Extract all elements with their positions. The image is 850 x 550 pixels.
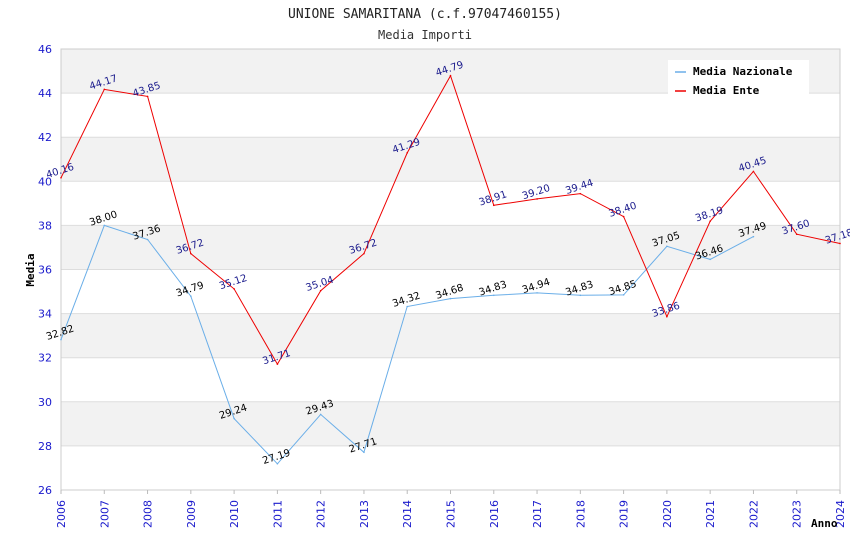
y-tick-label: 44 [38, 87, 52, 100]
data-point [319, 413, 322, 416]
y-axis-ticks: 26 28 30 32 34 36 38 40 42 44 46 [38, 43, 52, 497]
data-point [233, 417, 235, 420]
data-label: 38.91 [478, 189, 509, 208]
legend: Media Nazionale Media Ente [668, 60, 809, 98]
grid-lines [61, 48, 840, 491]
data-point [492, 294, 495, 297]
legend-box [668, 60, 809, 98]
grid-bands [61, 49, 840, 446]
y-tick-label: 30 [38, 396, 52, 409]
chart-title: UNIONE SAMARITANA (c.f.97047460155) [288, 7, 562, 22]
data-point [363, 451, 365, 454]
chart-subtitle: Media Importi [378, 28, 472, 42]
x-tick-label: 2008 [142, 500, 155, 528]
legend-label-ente: Media Ente [693, 84, 760, 97]
data-point [146, 95, 149, 98]
x-tick-label: 2011 [271, 500, 284, 528]
x-tick-label: 2022 [747, 500, 760, 528]
data-point [709, 220, 711, 223]
data-point [622, 215, 625, 218]
data-point [190, 295, 192, 297]
x-tick-label: 2023 [791, 500, 804, 528]
y-tick-label: 38 [38, 219, 52, 232]
data-label: 38.40 [608, 201, 639, 220]
x-tick-label: 2014 [401, 500, 414, 528]
x-axis-label: Anno [811, 517, 838, 530]
data-point [276, 363, 279, 365]
data-point [276, 462, 279, 465]
x-tick-label: 2013 [358, 500, 371, 528]
data-label: 35.12 [218, 273, 249, 292]
x-tick-label: 2010 [228, 500, 241, 528]
y-tick-label: 42 [38, 131, 52, 144]
data-point [536, 292, 538, 294]
data-point [406, 305, 409, 308]
x-tick-label: 2018 [574, 500, 587, 528]
x-tick-label: 2009 [185, 500, 198, 528]
grid-band [61, 313, 840, 358]
data-point [233, 288, 235, 290]
x-tick-label: 2015 [445, 500, 458, 528]
data-point [579, 294, 582, 297]
x-tick-label: 2020 [661, 500, 674, 528]
data-point [190, 252, 192, 255]
series-group [60, 74, 841, 465]
y-tick-label: 26 [38, 484, 52, 497]
data-point [406, 152, 409, 154]
y-tick-label: 32 [38, 352, 52, 365]
data-point [60, 176, 62, 179]
data-point [752, 170, 755, 173]
y-tick-label: 46 [38, 43, 52, 56]
x-axis-ticks: 2006 2007 2008 2009 2010 2011 2012 2013 2014 2015… [55, 490, 847, 528]
x-tick-label: 2012 [315, 500, 328, 528]
data-label: 34.79 [175, 280, 206, 299]
data-label: 34.32 [391, 291, 422, 310]
data-point [795, 233, 798, 236]
y-tick-label: 34 [38, 308, 52, 321]
data-point [752, 235, 755, 238]
data-point [449, 297, 452, 300]
y-tick-label: 36 [38, 264, 52, 277]
grid-band [61, 137, 840, 182]
y-axis-label: Media [24, 253, 37, 286]
data-point [622, 294, 625, 296]
data-point [103, 88, 106, 91]
y-tick-label: 28 [38, 440, 52, 453]
x-tick-label: 2007 [98, 500, 111, 528]
x-tick-label: 2019 [618, 500, 631, 528]
data-point [103, 224, 106, 227]
data-point [363, 252, 365, 255]
grid-band [61, 401, 840, 446]
data-point [579, 192, 582, 195]
data-point [839, 242, 841, 245]
data-label: 35.04 [305, 275, 336, 294]
grid-band [61, 225, 840, 270]
data-label: 27.19 [261, 448, 292, 467]
data-point [449, 74, 452, 77]
data-point [536, 198, 538, 200]
data-point [60, 338, 62, 341]
x-tick-label: 2006 [55, 500, 68, 528]
data-point [146, 238, 149, 241]
x-tick-label: 2024 [834, 500, 847, 528]
data-point [492, 204, 495, 207]
x-tick-label: 2021 [704, 500, 717, 528]
data-point [666, 315, 668, 318]
legend-label-nazionale: Media Nazionale [693, 65, 793, 78]
data-point [319, 289, 322, 292]
data-label: 38.19 [694, 205, 725, 224]
data-point [709, 258, 711, 261]
x-tick-label: 2017 [531, 500, 544, 528]
x-tick-label: 2016 [488, 500, 501, 528]
data-point [666, 245, 668, 248]
y-tick-label: 40 [38, 175, 52, 188]
